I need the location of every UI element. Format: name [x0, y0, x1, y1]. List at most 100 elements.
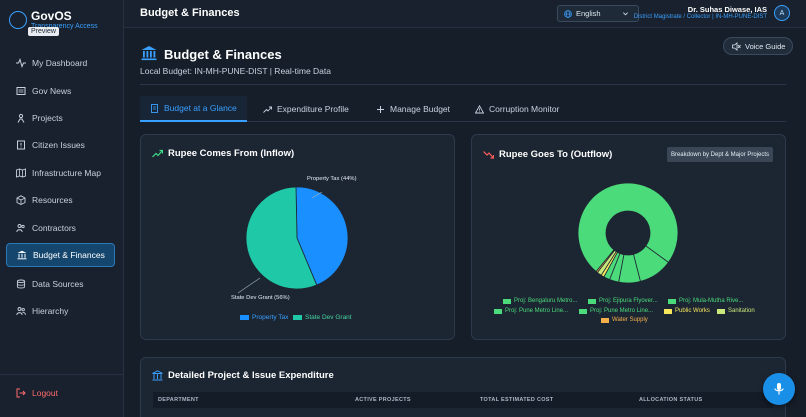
- sidebar-item-label: Contractors: [32, 223, 76, 233]
- detail-title: Detailed Project & Issue Expenditure: [152, 370, 334, 381]
- sidebar-item-infrastructure-map[interactable]: Infrastructure Map: [6, 161, 115, 185]
- trending-up-icon: [263, 106, 272, 113]
- tab-expenditure-profile[interactable]: Expenditure Profile: [253, 96, 359, 122]
- tab-manage-budget[interactable]: Manage Budget: [366, 96, 460, 122]
- sidebar-item-label: Budget & Finances: [33, 250, 105, 260]
- app-subtitle: Transparency Access: [31, 23, 98, 30]
- voice-guide-button[interactable]: Voice Guide: [723, 37, 793, 55]
- inflow-title-text: Rupee Comes From (Inflow): [168, 148, 295, 159]
- plus-icon: [377, 105, 384, 113]
- database-icon: [16, 279, 26, 289]
- language-select[interactable]: English: [557, 5, 639, 22]
- outflow-legend-item[interactable]: Proj: Bengaluru Metro...: [503, 298, 577, 304]
- legend-swatch: [588, 298, 596, 304]
- top-header: Budget & Finances English Dr. Suhas Diwa…: [124, 0, 806, 28]
- sidebar: GovOS Transparency Access Preview My Das…: [0, 0, 124, 417]
- outflow-legend-item[interactable]: Proj: Pune Metro Line...: [579, 308, 653, 314]
- sidebar-item-gov-news[interactable]: Gov News: [6, 79, 115, 103]
- header-divider: [140, 84, 786, 85]
- legend-label: State Dev Grant: [305, 314, 352, 321]
- legend-label: Proj: Mula-Mutha Rive...: [679, 298, 744, 304]
- sidebar-item-contractors[interactable]: Contractors: [6, 216, 115, 240]
- sidebar-item-label: Hierarchy: [32, 306, 69, 316]
- sidebar-item-label: Infrastructure Map: [32, 168, 101, 178]
- sidebar-item-hierarchy[interactable]: Hierarchy: [6, 299, 115, 323]
- app-logo[interactable]: GovOS Transparency Access Preview: [9, 9, 119, 36]
- building-icon: [152, 370, 163, 381]
- document-icon: [151, 103, 158, 113]
- tab-budget-at-a-glance[interactable]: Budget at a Glance: [140, 96, 247, 122]
- outflow-title: Rupee Goes To (Outflow): [483, 149, 612, 160]
- legend-swatch: [601, 317, 609, 323]
- tab-corruption-monitor[interactable]: Corruption Monitor: [465, 96, 569, 122]
- inflow-pie-slice-0[interactable]: [295, 186, 349, 286]
- legend-label: Proj: Pune Metro Line...: [505, 308, 569, 314]
- sidebar-item-budget-finances[interactable]: Budget & Finances: [6, 243, 115, 267]
- sidebar-item-citizen-issues[interactable]: Citizen Issues: [6, 133, 115, 157]
- outflow-legend-item[interactable]: Proj: Pune Metro Line...: [494, 308, 568, 314]
- microphone-icon: [774, 383, 784, 395]
- breakdown-button[interactable]: Breakdown by Dept & Major Projects: [667, 147, 773, 162]
- inflow-leader-line-1: [237, 277, 261, 294]
- legend-swatch: [664, 308, 672, 314]
- column-header: ACTIVE PROJECTS: [355, 397, 411, 403]
- outflow-donut-slice-7[interactable]: [595, 249, 616, 274]
- alert-file-icon: [17, 140, 25, 150]
- bank-icon: [141, 46, 157, 61]
- inflow-legend-property-tax[interactable]: Property Tax: [240, 314, 288, 321]
- tab-bar: Budget at a Glance Expenditure Profile M…: [140, 96, 786, 122]
- inflow-legend-state-grant[interactable]: State Dev Grant: [293, 314, 352, 321]
- inflow-pie-slice-1[interactable]: [245, 186, 318, 290]
- legend-label: Sanitation: [728, 308, 755, 314]
- outflow-title-text: Rupee Goes To (Outflow): [499, 149, 613, 160]
- map-icon: [16, 168, 26, 178]
- sidebar-item-projects[interactable]: Projects: [6, 106, 115, 130]
- sidebar-item-label: Projects: [32, 113, 63, 123]
- inflow-label-state-grant: State Dev Grant (56%): [231, 295, 290, 301]
- outflow-donut-slice-0[interactable]: [577, 182, 679, 273]
- user-role: District Magistrate / Collector | IN-MH-…: [633, 14, 767, 20]
- outflow-legend-item[interactable]: Water Supply: [601, 317, 648, 323]
- activity-icon: [16, 58, 26, 68]
- person-icon: [17, 113, 25, 123]
- inflow-label-property-tax: Property Tax (44%): [307, 176, 357, 182]
- newspaper-icon: [16, 87, 26, 95]
- logout-icon: [16, 388, 26, 398]
- outflow-legend-item[interactable]: Public Works: [664, 308, 710, 314]
- outflow-legend-item[interactable]: Proj: Mula-Mutha Rive...: [668, 298, 743, 304]
- voice-guide-label: Voice Guide: [745, 41, 786, 51]
- outflow-legend-item[interactable]: Sanitation: [717, 308, 755, 314]
- chevron-down-icon: [623, 12, 628, 16]
- column-header: DEPARTMENT: [158, 397, 199, 403]
- sidebar-item-dashboard[interactable]: My Dashboard: [6, 51, 115, 75]
- outflow-donut-chart: [577, 182, 679, 284]
- warning-icon: [475, 104, 484, 113]
- voice-assistant-button[interactable]: [763, 373, 795, 405]
- sidebar-divider: [0, 374, 124, 375]
- avatar[interactable]: A: [774, 5, 790, 21]
- outflow-card: [471, 134, 786, 340]
- inflow-pie-chart: [237, 186, 349, 294]
- legend-swatch: [293, 315, 302, 320]
- detail-card: [140, 357, 786, 417]
- box-icon: [16, 195, 26, 205]
- globe-icon: [564, 9, 572, 18]
- legend-label: Proj: Ejipura Flyover...: [599, 298, 658, 304]
- logout-label: Logout: [32, 388, 58, 398]
- hierarchy-icon: [16, 307, 26, 316]
- legend-label: Proj: Pune Metro Line...: [590, 308, 654, 314]
- inflow-title: Rupee Comes From (Inflow): [152, 148, 294, 159]
- sidebar-item-resources[interactable]: Resources: [6, 188, 115, 212]
- users-icon: [16, 224, 25, 233]
- sidebar-item-data-sources[interactable]: Data Sources: [6, 272, 115, 296]
- legend-swatch: [494, 308, 502, 314]
- language-value: English: [576, 9, 601, 18]
- outflow-legend-item[interactable]: Proj: Ejipura Flyover...: [588, 298, 658, 304]
- tab-label: Corruption Monitor: [489, 104, 560, 114]
- legend-label: Water Supply: [612, 317, 648, 323]
- inflow-leader-line-0: [311, 191, 323, 199]
- tab-label: Expenditure Profile: [277, 104, 349, 114]
- logout-button[interactable]: Logout: [16, 388, 58, 398]
- globe-icon: [9, 11, 27, 29]
- legend-label: Property Tax: [252, 314, 289, 321]
